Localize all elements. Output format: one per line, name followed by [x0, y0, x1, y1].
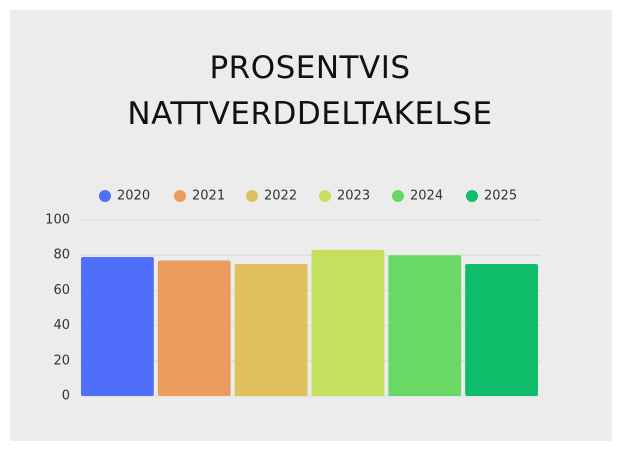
legend-swatch [466, 190, 478, 202]
chart-title: PROSENTVIS NATTVERDDELTAKELSE [127, 50, 493, 132]
legend-swatch [319, 190, 331, 202]
y-tick-label: 60 [53, 283, 70, 298]
bar [157, 260, 231, 396]
legend-label: 2021 [192, 189, 225, 204]
bar [81, 256, 154, 396]
bar [388, 255, 462, 396]
y-tick-label: 80 [53, 248, 70, 263]
y-tick-label: 100 [45, 213, 70, 228]
legend-swatch [174, 190, 186, 202]
legend-swatch [99, 190, 111, 202]
y-tick-label: 40 [53, 318, 70, 333]
bar [234, 264, 308, 396]
legend-label: 2020 [117, 189, 150, 204]
legend-label: 2025 [484, 189, 517, 204]
legend-label: 2022 [264, 189, 297, 204]
legend-swatch [246, 190, 258, 202]
y-tick-label: 20 [53, 353, 70, 368]
legend-swatch [392, 190, 404, 202]
legend-label: 2024 [410, 189, 443, 204]
bar [311, 249, 385, 396]
bar [465, 264, 538, 396]
y-tick-label: 0 [62, 389, 70, 404]
legend-label: 2023 [337, 189, 370, 204]
